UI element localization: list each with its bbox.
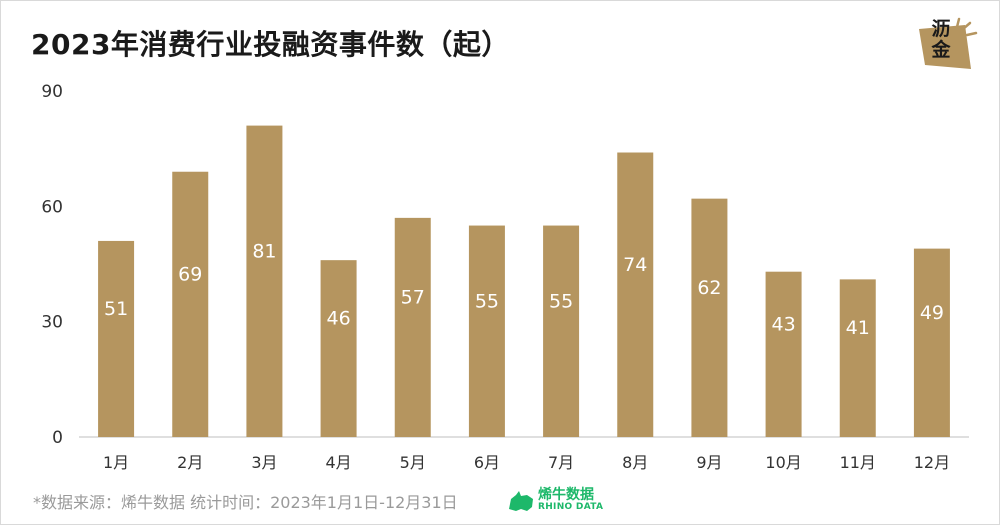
bar <box>246 125 283 437</box>
logo-text-top: 沥 <box>931 18 951 40</box>
rhino-data-brand: 烯牛数据 RHINO DATA <box>507 487 607 515</box>
y-tick-label: 60 <box>41 197 63 217</box>
chart-title: 2023年消费行业投融资事件数（起） <box>31 28 510 61</box>
y-tick-label: 30 <box>41 313 63 333</box>
bar-value-label: 49 <box>920 302 944 324</box>
rhino-icon <box>509 491 533 511</box>
bar-chart: 0 30 60 90 51 1月 69 2月 81 3月 46 4月 57 5月 55 6月 55 7月 74 8月 6… <box>41 82 969 472</box>
x-tick-label: 1月 <box>103 453 129 472</box>
bar <box>468 225 505 437</box>
bar <box>172 171 209 437</box>
x-tick-label: 4月 <box>325 453 351 472</box>
brand-name: 烯牛数据 <box>538 487 594 503</box>
bar-value-label: 55 <box>475 290 499 312</box>
bar-value-label: 69 <box>178 263 202 285</box>
bar <box>691 198 728 437</box>
bar <box>394 217 431 437</box>
lijin-logo-icon <box>919 17 978 69</box>
data-source-note: *数据来源：烯牛数据 统计时间：2023年1月1日-12月31日 <box>33 493 458 512</box>
x-tick-label: 7月 <box>548 453 574 472</box>
y-tick-label: 0 <box>52 428 63 448</box>
bar-value-label: 74 <box>623 254 647 276</box>
bar-value-label: 51 <box>104 298 128 320</box>
x-tick-label: 9月 <box>696 453 722 472</box>
bar <box>839 279 876 437</box>
logo-text: 沥 金 <box>921 19 961 61</box>
x-tick-label: 3月 <box>251 453 277 472</box>
logo-text-bottom: 金 <box>931 39 951 61</box>
bar-value-label: 43 <box>771 313 795 335</box>
x-tick-label: 6月 <box>474 453 500 472</box>
y-tick-label: 90 <box>41 82 63 102</box>
brand-subtitle: RHINO DATA <box>538 502 604 512</box>
x-tick-label: 10月 <box>765 453 801 472</box>
bar <box>913 248 950 437</box>
x-tick-label: 11月 <box>840 453 876 472</box>
bar-value-label: 55 <box>549 290 573 312</box>
x-tick-label: 8月 <box>622 453 648 472</box>
x-tick-label: 5月 <box>400 453 426 472</box>
bar <box>765 271 802 437</box>
bar <box>320 260 357 437</box>
bar-value-label: 57 <box>401 286 425 308</box>
bar-value-label: 41 <box>846 317 870 339</box>
bar-value-label: 62 <box>697 277 721 299</box>
bar-value-label: 81 <box>252 240 276 262</box>
x-tick-label: 2月 <box>177 453 203 472</box>
bar <box>543 225 580 437</box>
bar <box>617 152 654 437</box>
x-tick-label: 12月 <box>914 453 950 472</box>
bar-value-label: 46 <box>326 308 350 330</box>
bar <box>98 240 135 437</box>
